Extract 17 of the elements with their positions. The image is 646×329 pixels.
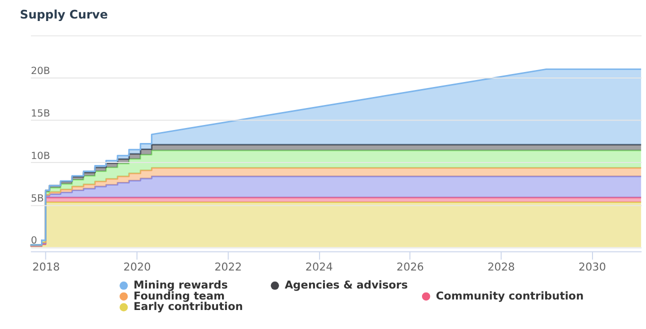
legend-label: Mining rewards xyxy=(134,278,228,292)
y-tick-label: 0 xyxy=(30,236,38,247)
x-tick-label: 2020 xyxy=(123,260,151,274)
y-tick-label: 10B xyxy=(30,150,50,162)
x-tick-label: 2018 xyxy=(32,260,60,274)
y-tick-label: 15B xyxy=(30,108,50,120)
x-tick-label: 2030 xyxy=(578,260,606,274)
legend-label: Agencies & advisors xyxy=(284,278,408,292)
x-tick-label: 2026 xyxy=(396,260,424,274)
legend-label: Community contribution xyxy=(436,289,584,302)
x-tick-label: 2028 xyxy=(487,260,516,274)
x-tick-label: 2024 xyxy=(305,260,333,274)
y-tick-label: 5B xyxy=(30,193,44,204)
y-tick-label: 20B xyxy=(30,66,50,78)
x-tick-label: 2022 xyxy=(214,260,242,274)
chart-title: Supply Curve xyxy=(20,8,108,22)
legend-label: Early contribution xyxy=(134,300,243,314)
